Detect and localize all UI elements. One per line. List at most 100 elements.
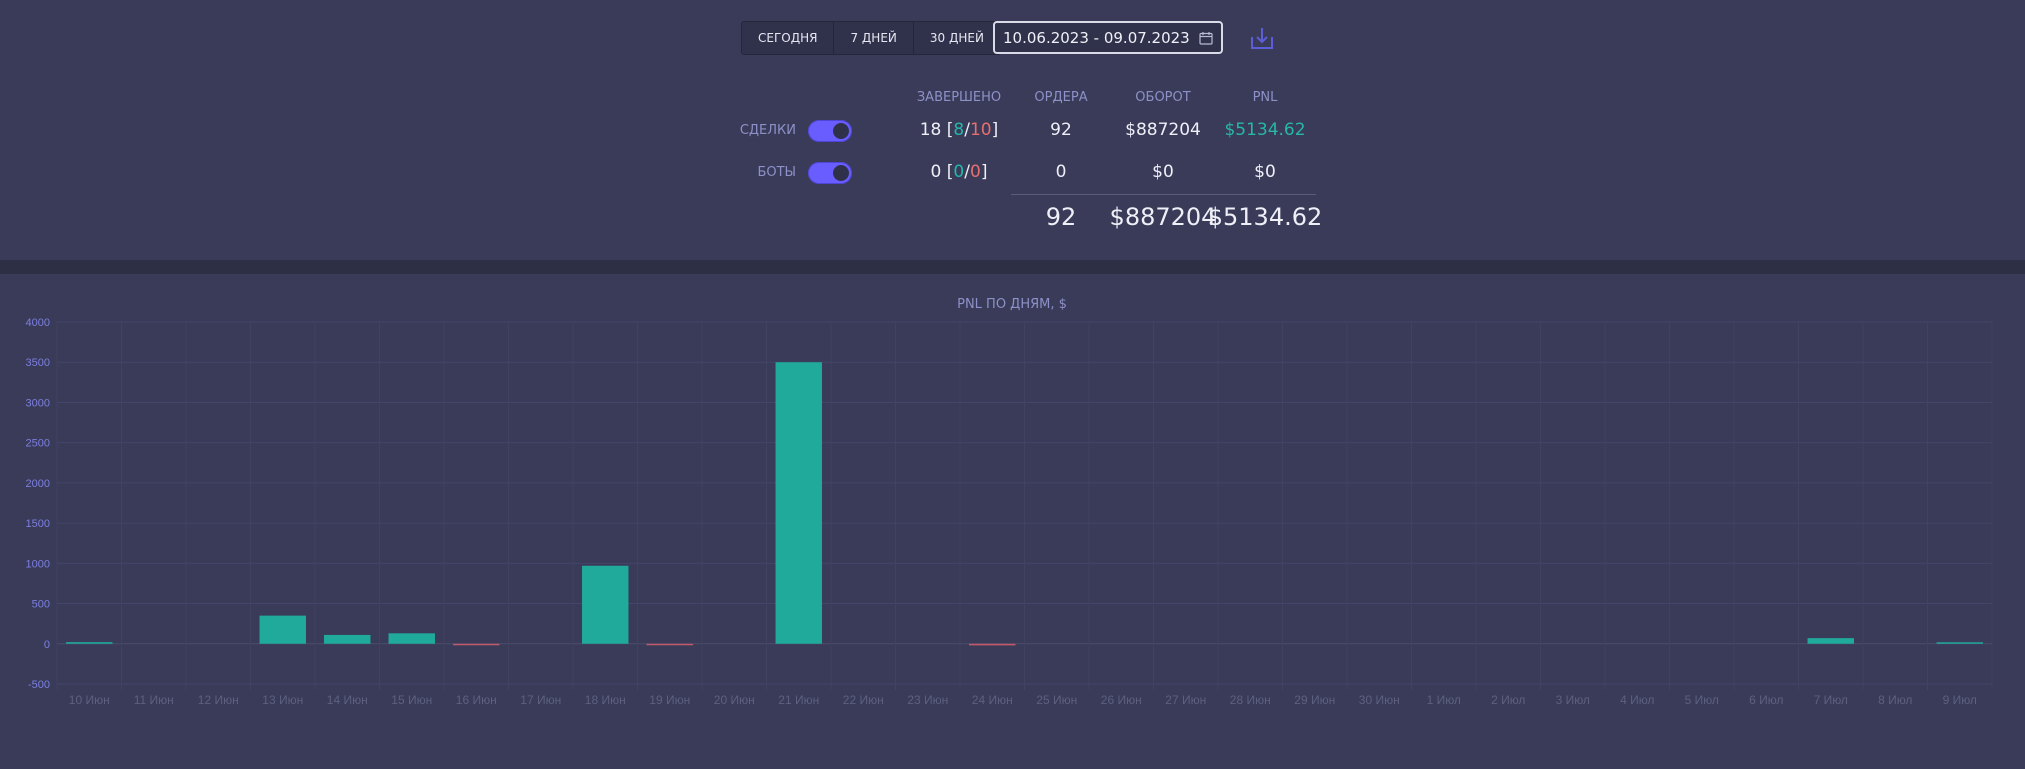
y-tick-label: 3500 xyxy=(26,357,50,369)
bar-15-Июн[interactable] xyxy=(388,633,435,644)
x-axis: 10 Июн 11 Июн 12 Июн 13 Июн 14 Июн 15 Июн 16 И… xyxy=(69,693,1977,707)
bar-16-Июн[interactable] xyxy=(453,643,500,646)
x-tick-label: 27 Июн xyxy=(1165,693,1206,707)
bots-label: БОТЫ xyxy=(757,165,796,180)
bar-10-Июн[interactable] xyxy=(66,642,113,644)
x-tick-label: 11 Июн xyxy=(134,693,174,707)
period-selector: СЕГОДНЯ 7 ДНЕЙ 30 ДНЕЙ xyxy=(741,21,1001,55)
x-tick-label: 22 Июн xyxy=(843,693,884,707)
x-tick-label: 20 Июн xyxy=(714,693,755,707)
header-pnl: PNL xyxy=(1252,90,1278,105)
x-tick-label: 28 Июн xyxy=(1230,693,1271,707)
x-tick-label: 29 Июн xyxy=(1294,693,1335,707)
x-tick-label: 18 Июн xyxy=(585,693,626,707)
bots-orders: 0 xyxy=(1055,162,1067,182)
x-tick-label: 19 Июн xyxy=(649,693,690,707)
chart-title: PNL ПО ДНЯМ, $ xyxy=(957,297,1067,312)
deals-toggle[interactable] xyxy=(808,120,852,142)
x-tick-label: 10 Июн xyxy=(69,693,110,707)
y-tick-label: 2000 xyxy=(26,478,50,490)
x-tick-label: 17 Июн xyxy=(520,693,561,707)
bar-19-Июн[interactable] xyxy=(646,643,693,646)
period-7-days-button[interactable]: 7 ДНЕЙ xyxy=(834,22,914,54)
x-tick-label: 2 Июл xyxy=(1491,693,1525,707)
x-tick-label: 9 Июл xyxy=(1943,693,1977,707)
header-orders: ОРДЕРА xyxy=(1034,90,1088,105)
bots-toggle[interactable] xyxy=(808,162,852,184)
x-tick-label: 1 Июл xyxy=(1427,693,1461,707)
bots-completed-loss: 0 xyxy=(969,162,981,182)
total-turnover: $887204 xyxy=(1109,203,1217,231)
bots-completed-win: 0 xyxy=(953,162,965,182)
bots-bracket-close: ] xyxy=(980,162,988,182)
section-divider xyxy=(0,260,2025,274)
x-tick-label: 8 Июл xyxy=(1878,693,1912,707)
download-icon[interactable] xyxy=(1249,25,1275,51)
calendar-icon[interactable] xyxy=(1199,31,1213,45)
total-orders: 92 xyxy=(1045,203,1077,231)
x-tick-label: 6 Июл xyxy=(1749,693,1783,707)
x-tick-label: 24 Июн xyxy=(972,693,1013,707)
x-tick-label: 25 Июн xyxy=(1036,693,1077,707)
y-tick-label: 1000 xyxy=(26,558,50,570)
bar-18-Июн[interactable] xyxy=(582,565,629,644)
bar-13-Июн[interactable] xyxy=(259,615,306,644)
chart-panel xyxy=(0,274,2025,769)
bots-toggle-knob xyxy=(833,165,849,181)
date-range-input[interactable]: 10.06.2023 - 09.07.2023 xyxy=(993,21,1223,54)
deals-completed-loss: 10 xyxy=(969,120,992,140)
deals-turnover: $887204 xyxy=(1125,120,1201,140)
deals-slash: / xyxy=(964,120,970,140)
total-pnl: $5134.62 xyxy=(1207,203,1323,231)
deals-label: СДЕЛКИ xyxy=(739,123,796,138)
bots-bracket-open: [ xyxy=(946,162,954,182)
totals-divider xyxy=(1011,194,1316,195)
x-tick-label: 4 Июл xyxy=(1620,693,1654,707)
x-tick-label: 3 Июл xyxy=(1556,693,1590,707)
bots-completed-total: 0 xyxy=(930,162,942,182)
bots-pnl: $0 xyxy=(1254,162,1276,182)
x-tick-label: 21 Июн xyxy=(778,693,819,707)
x-tick-label: 23 Июн xyxy=(907,693,948,707)
y-tick-label: 3000 xyxy=(26,397,50,409)
deals-toggle-knob xyxy=(833,123,849,139)
bar-7-Июл[interactable] xyxy=(1807,638,1854,644)
deals-completed-win: 8 xyxy=(953,120,965,140)
period-30-days-button[interactable]: 30 ДНЕЙ xyxy=(913,22,1000,54)
bar-24-Июн[interactable] xyxy=(969,643,1016,646)
date-range-value: 10.06.2023 - 09.07.2023 xyxy=(1003,28,1190,47)
deals-pnl: $5134.62 xyxy=(1224,120,1306,140)
y-tick-label: 500 xyxy=(32,599,50,611)
x-tick-label: 5 Июл xyxy=(1685,693,1719,707)
x-tick-label: 26 Июн xyxy=(1101,693,1142,707)
period-today-button[interactable]: СЕГОДНЯ xyxy=(742,22,835,54)
deals-completed: 18 [8/10] xyxy=(920,120,999,140)
y-tick-label: 2500 xyxy=(26,438,50,450)
header-turnover: ОБОРОТ xyxy=(1135,90,1191,105)
y-tick-label: 4000 xyxy=(26,317,50,329)
x-tick-label: 15 Июн xyxy=(391,693,432,707)
x-tick-label: 16 Июн xyxy=(456,693,497,707)
bots-completed: 0 [0/0] xyxy=(931,162,988,182)
bots-slash: / xyxy=(964,162,970,182)
deals-bracket-close: ] xyxy=(991,120,999,140)
chart-bars xyxy=(66,362,1983,646)
deals-orders: 92 xyxy=(1050,120,1072,140)
x-tick-label: 13 Июн xyxy=(262,693,303,707)
y-tick-label: -500 xyxy=(28,679,50,691)
x-tick-label: 30 Июн xyxy=(1359,693,1400,707)
y-axis: 4000 3500 3000 2500 2000 1500 1000 500 0 -500 xyxy=(26,317,50,691)
bar-21-Июн[interactable] xyxy=(775,362,822,644)
x-tick-label: 7 Июл xyxy=(1814,693,1848,707)
header-completed: ЗАВЕРШЕНО xyxy=(916,90,1002,105)
bots-turnover: $0 xyxy=(1152,162,1174,182)
deals-completed-total: 18 xyxy=(919,120,942,140)
x-tick-label: 12 Июн xyxy=(198,693,239,707)
y-tick-label: 1500 xyxy=(26,518,50,530)
bar-14-Июн[interactable] xyxy=(324,634,371,644)
y-tick-label: 0 xyxy=(44,639,50,651)
x-tick-label: 14 Июн xyxy=(327,693,368,707)
chart-grid xyxy=(56,321,1993,690)
bar-9-Июл[interactable] xyxy=(1936,642,1983,644)
